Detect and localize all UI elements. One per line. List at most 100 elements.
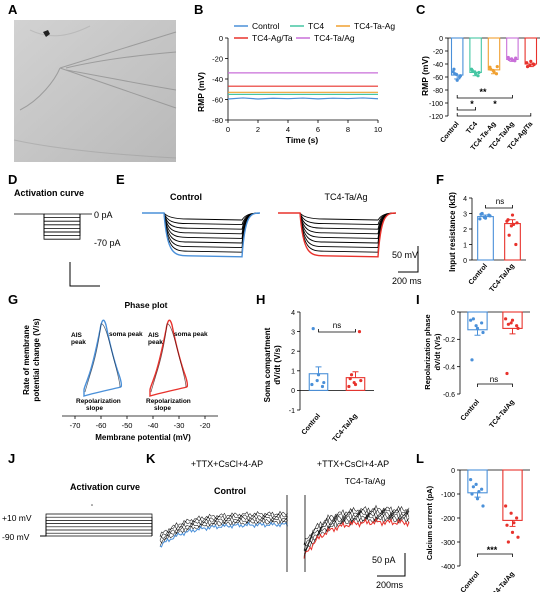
h-category-label: Control <box>301 413 322 437</box>
k-control-traces-sweep <box>159 512 288 538</box>
f-point <box>515 221 519 225</box>
g-xlabel: Membrane potential (mV) <box>95 433 191 442</box>
chart-f: 0 1 2 3 4 Control TC4-Ta/Ag Input resistance (… <box>448 192 526 294</box>
i-significance-bracket <box>477 383 513 387</box>
f-y-tick-label: 4 <box>463 196 467 203</box>
b-y-tick-label: 0 <box>219 34 223 43</box>
chart-g: Phase plot Rate of membrane potential ch… <box>22 300 218 442</box>
l-significance-bracket <box>477 553 513 557</box>
c-point <box>453 72 457 76</box>
series-b <box>227 72 379 100</box>
g-treated-loop-dark <box>150 323 187 393</box>
e-scale-v: 50 mV <box>392 250 418 260</box>
h-category-label: TC4-Ta/Ag <box>332 413 360 444</box>
i-y-tick-label: -0.6 <box>443 392 455 399</box>
d-step-line <box>43 214 81 218</box>
d-title: Activation curve <box>14 188 84 198</box>
h-point <box>359 379 363 383</box>
g-title: Phase plot <box>125 300 168 310</box>
l-point <box>480 487 484 491</box>
panel-label-f: F <box>436 172 444 187</box>
g-x-tick-label: -70 <box>70 421 81 430</box>
c-sig-3: * <box>493 99 497 109</box>
h-significance-bracket <box>318 329 356 333</box>
d-top-label: 0 pA <box>94 210 113 220</box>
i-point <box>471 317 475 321</box>
g-x-tick-label: -60 <box>96 421 107 430</box>
b-series-line <box>227 97 379 100</box>
l-y-tick-label: -200 <box>441 516 455 523</box>
i-y-tick-label: -0.4 <box>443 364 455 371</box>
k-treated-traces-sweep <box>303 515 410 555</box>
panel-label-j: J <box>8 451 15 466</box>
h-point <box>311 327 315 331</box>
h-y-tick-label: 3 <box>291 329 295 336</box>
k-treated-label: TC4-Ta/Ag <box>345 476 386 486</box>
c-point <box>510 58 514 62</box>
i-point <box>475 326 480 330</box>
c-point <box>458 74 463 78</box>
c-significance-bracket <box>456 107 476 111</box>
e-treated-label: TC4-Ta/Ag <box>324 192 367 202</box>
c-y-tick-label: -40 <box>433 62 443 69</box>
c-y-tick-label: -60 <box>433 75 443 82</box>
b-y-tick-label: -20 <box>212 54 223 63</box>
i-point <box>504 317 508 321</box>
protocol-j: Activation curve +10 mV -90 mV <box>2 482 153 542</box>
f-bar <box>504 223 521 261</box>
i-category-label: TC4-Ta/Ag <box>489 399 517 430</box>
cell-spot <box>43 30 50 37</box>
h-point <box>320 384 325 389</box>
panel-label-i: I <box>416 292 420 307</box>
c-ylabel: RMP (mV) <box>420 56 430 96</box>
panel-label-g: G <box>8 292 18 307</box>
j-title: Activation curve <box>70 482 140 492</box>
panel-label-c: C <box>416 2 426 17</box>
h-y-tick-label: 1 <box>291 369 295 376</box>
micrograph-image <box>14 20 176 162</box>
c-y-tick-label: -20 <box>433 49 443 56</box>
panel-label-b: B <box>194 2 203 17</box>
h-y-tick-label: 0 <box>291 388 295 395</box>
f-point <box>514 242 518 247</box>
bars-h <box>308 327 366 391</box>
traces-k: +TTX+CsCl+4-AP +TTX+CsCl+4-AP Control TC… <box>159 459 410 590</box>
c-y-tick-label: -120 <box>429 114 443 121</box>
f-point <box>507 233 511 237</box>
bars-l <box>467 469 523 544</box>
i-point <box>469 318 473 322</box>
k-control-traces-sweep <box>159 515 288 541</box>
b-ylabel: RMP (mV) <box>196 72 206 112</box>
i-point <box>480 321 484 325</box>
legend-label-tc4-ta-ag: TC4-Ta-Ag <box>354 21 395 31</box>
l-ylabel: Calcium current (pA) <box>425 485 434 560</box>
e-control-traces <box>142 212 261 258</box>
i-point <box>470 358 474 362</box>
i-category-label: Control <box>460 399 481 423</box>
c-point <box>528 63 532 67</box>
f-point <box>509 224 513 228</box>
panel-label-d: D <box>8 172 17 187</box>
i-point <box>481 330 485 335</box>
c-bar <box>469 37 482 74</box>
g-repol-1: Repolarization <box>76 398 121 405</box>
g-control-loop-dark <box>84 323 121 393</box>
h-ylabel-1: Soma compartment <box>263 327 272 402</box>
axes-l: 0 -100 -200 -300 -400 Control TC4-Ta/Ag <box>441 468 530 592</box>
g-soma-peak: soma peak <box>109 331 143 338</box>
l-point <box>469 478 473 482</box>
h-point <box>316 373 321 377</box>
k-treated-traces-sweep <box>303 509 410 551</box>
d-step-line <box>43 214 81 240</box>
c-point <box>525 65 530 69</box>
f-y-tick-label: 0 <box>463 258 467 265</box>
e-control-traces-sweep <box>142 212 261 230</box>
i-y-tick-label: 0 <box>451 310 455 317</box>
f-point <box>510 213 515 217</box>
k-treated-traces-sweep <box>303 517 410 559</box>
l-point <box>481 504 485 508</box>
h-point <box>348 377 352 381</box>
c-point <box>474 72 478 76</box>
